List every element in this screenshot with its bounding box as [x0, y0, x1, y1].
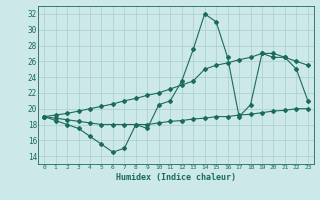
- X-axis label: Humidex (Indice chaleur): Humidex (Indice chaleur): [116, 173, 236, 182]
